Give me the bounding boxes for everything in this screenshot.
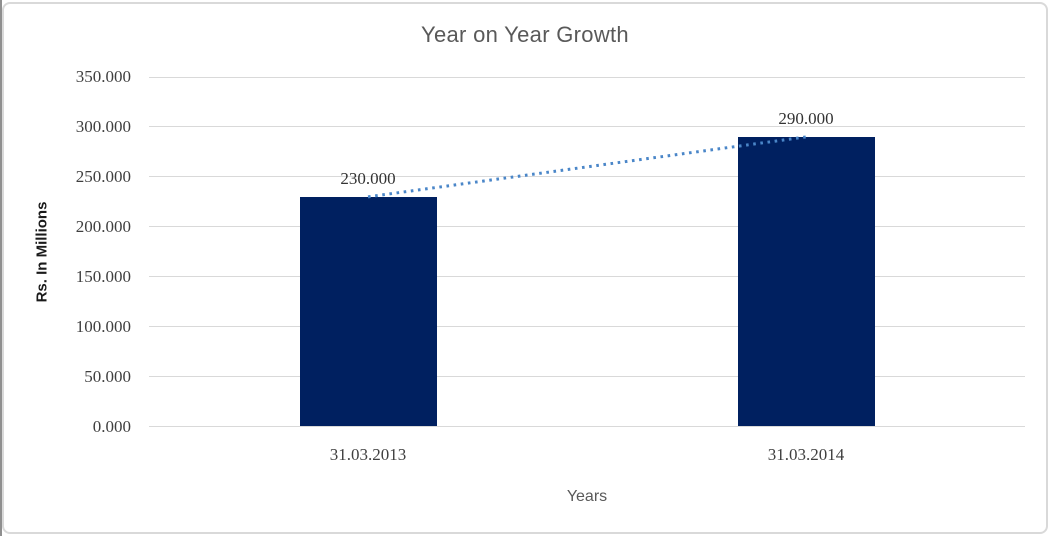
y-tick-label: 300.000 (75, 116, 131, 136)
x-axis-title: Years (566, 488, 608, 505)
x-tick-label: 31.03.2013 (329, 444, 407, 464)
y-axis-title: Rs. In Millions (33, 201, 51, 303)
y-tick-label: 0.000 (92, 416, 131, 436)
y-tick-label: 200.000 (75, 216, 131, 236)
gridline (149, 76, 1025, 78)
bar-31.03.2014 (737, 136, 875, 427)
gridline (149, 226, 1025, 228)
gridline (149, 426, 1025, 427)
y-tick-label: 50.000 (84, 366, 131, 386)
y-tick-label: 150.000 (75, 266, 131, 286)
gridline (149, 326, 1025, 328)
bar-data-label: 290.000 (778, 108, 834, 128)
gridline (149, 176, 1025, 178)
x-tick-label: 31.03.2014 (767, 444, 845, 464)
y-tick-label: 350.000 (75, 67, 131, 86)
gridline (149, 276, 1025, 278)
y-tick-label: 100.000 (75, 316, 131, 336)
gridline (149, 126, 1025, 128)
bar-31.03.2013 (299, 196, 437, 427)
chart-title: Year on Year Growth (421, 22, 629, 47)
gridline (149, 376, 1025, 378)
bar-data-label: 230.000 (340, 168, 396, 188)
y-tick-label: 250.000 (75, 166, 131, 186)
